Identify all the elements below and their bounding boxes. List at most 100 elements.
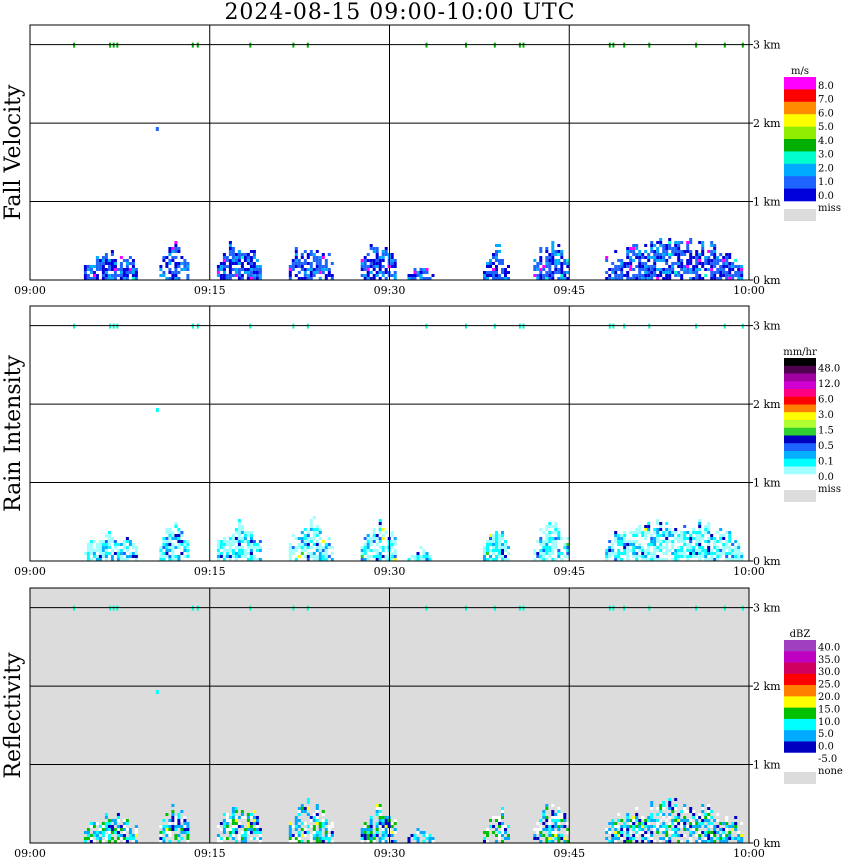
colorbar-swatch: [784, 176, 816, 189]
echo-cell: [539, 271, 543, 274]
echo-cell: [318, 825, 322, 828]
echo-cell: [539, 543, 543, 546]
echo-cell: [495, 534, 498, 537]
echo-cell: [725, 540, 729, 543]
echo-cell: [83, 274, 87, 277]
echo-cell: [312, 537, 316, 540]
echo-cell: [372, 549, 376, 552]
echo-cell: [134, 840, 138, 843]
echo-cell: [306, 253, 310, 256]
echo-cell: [95, 555, 99, 558]
echo-cell: [665, 253, 669, 256]
echo-cell: [228, 537, 232, 540]
echo-cell: [653, 537, 657, 540]
echo-cell: [614, 537, 618, 540]
echo-cell: [632, 268, 636, 271]
echo-cell: [671, 253, 675, 256]
echo-cell: [635, 813, 639, 816]
echo-cell: [171, 810, 175, 813]
echo-cell: [677, 244, 681, 247]
echo-cell: [680, 540, 684, 543]
echo-cell: [731, 828, 735, 831]
echo-cell: [300, 253, 304, 256]
echo-cell: [656, 522, 660, 525]
echo-cell: [608, 828, 612, 831]
echo-cell: [632, 250, 636, 253]
echo-cell: [171, 558, 175, 561]
echo-cell: [707, 840, 711, 843]
echo-cell: [626, 540, 630, 543]
echo-cell: [689, 831, 693, 834]
echo-cell: [692, 546, 696, 549]
colorbar-swatch: [784, 77, 816, 90]
echo-cell: [180, 825, 184, 828]
echo-cell: [701, 819, 705, 822]
colorbar-label: 0.0: [818, 191, 834, 202]
echo-cell: [704, 274, 708, 277]
echo-cell: [92, 549, 96, 552]
echo-cell: [644, 549, 648, 552]
echo-cell: [177, 558, 181, 561]
echo-cell: [725, 825, 729, 828]
echo-cell: [222, 274, 226, 277]
echo-cell: [428, 840, 432, 843]
echo-cell: [653, 271, 657, 274]
echo-cell: [375, 828, 379, 831]
echo-cell: [551, 816, 555, 819]
echo-cell: [563, 277, 567, 280]
echo-cell: [219, 268, 223, 271]
echo-cell: [381, 816, 385, 819]
echo-cell: [116, 834, 120, 837]
echo-cell: [219, 265, 223, 268]
echo-cell: [363, 268, 367, 271]
echo-cell: [536, 837, 540, 840]
echo-cell: [183, 265, 187, 268]
echo-cell: [647, 543, 651, 546]
echo-cell: [183, 268, 187, 271]
echo-cell: [369, 549, 373, 552]
echo-cell: [557, 825, 561, 828]
echo-cell: [378, 819, 382, 822]
echo-cell: [425, 834, 429, 837]
echo-cell: [168, 828, 172, 831]
echo-cell: [407, 840, 411, 843]
echo-cell: [626, 265, 630, 268]
echo-cell: [128, 271, 132, 274]
echo-cell: [422, 558, 426, 561]
echo-cell: [83, 268, 87, 271]
echo-cell: [650, 834, 654, 837]
echo-cell: [225, 259, 229, 262]
colorbar-miss-label: miss: [818, 484, 841, 495]
echo-cell: [489, 262, 492, 265]
echo-cell: [692, 810, 696, 813]
echo-cell: [231, 837, 235, 840]
echo-cell: [315, 540, 319, 543]
echo-cell: [228, 277, 232, 280]
echo-cell: [722, 828, 726, 831]
echo-cell: [228, 241, 232, 244]
echo-cell: [225, 265, 229, 268]
echo-cell: [653, 540, 657, 543]
echo-cell: [177, 816, 181, 819]
echo-cell: [297, 837, 301, 840]
echo-cell: [168, 250, 172, 253]
colorbar-swatch: [784, 373, 816, 382]
echo-cell: [671, 540, 675, 543]
echo-cell: [492, 558, 495, 561]
echo-cell: [647, 552, 651, 555]
echo-cell: [539, 262, 543, 265]
echo-cell: [554, 271, 558, 274]
echo-cell: [737, 268, 741, 271]
echo-cell: [174, 268, 178, 271]
echo-cell: [107, 265, 111, 268]
echo-cell: [674, 244, 678, 247]
echo-cell: [330, 822, 334, 825]
echo-cell: [716, 552, 720, 555]
echo-cell: [698, 549, 702, 552]
echo-cell: [647, 816, 651, 819]
echo-cell: [725, 555, 729, 558]
echo-cell: [98, 828, 102, 831]
echo-cell: [707, 540, 711, 543]
echo-cell: [614, 540, 618, 543]
echo-cell: [378, 813, 382, 816]
